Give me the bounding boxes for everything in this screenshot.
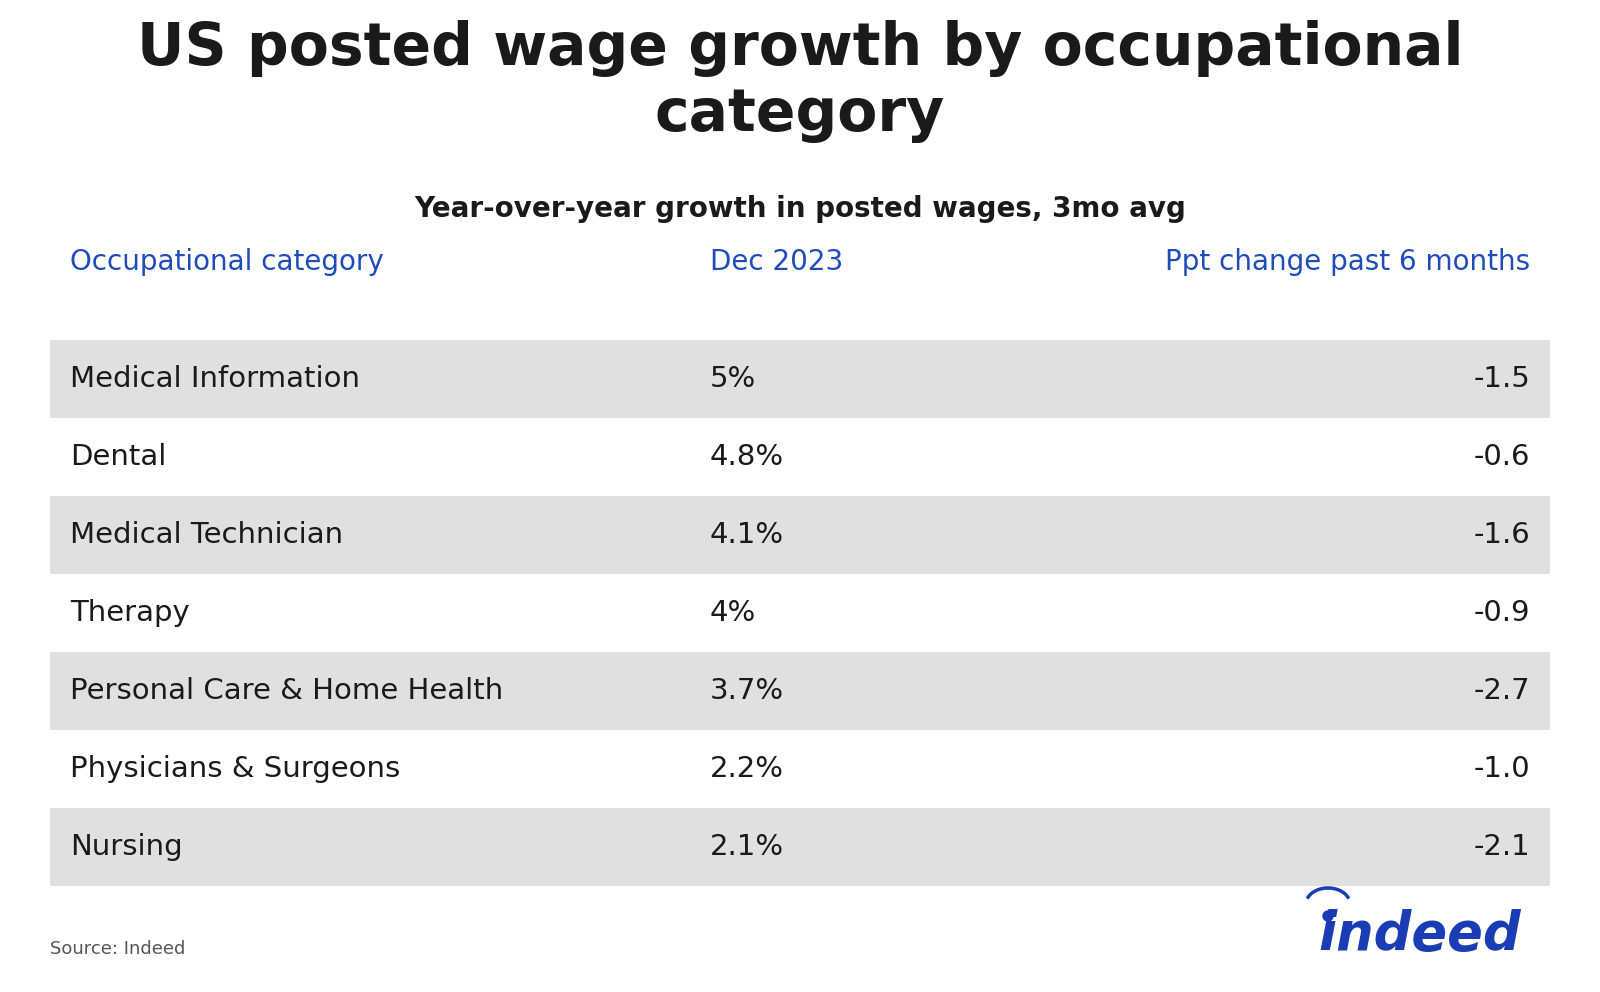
Bar: [50, 418, 1550, 496]
Bar: [50, 496, 1550, 574]
Circle shape: [1323, 911, 1333, 921]
Text: -0.9: -0.9: [1474, 599, 1530, 627]
Text: Year-over-year growth in posted wages, 3mo avg: Year-over-year growth in posted wages, 3…: [414, 195, 1186, 223]
Text: Occupational category: Occupational category: [70, 248, 384, 276]
Text: Nursing: Nursing: [70, 833, 182, 861]
Text: -2.1: -2.1: [1474, 833, 1530, 861]
Bar: [50, 730, 1550, 808]
Text: Personal Care & Home Health: Personal Care & Home Health: [70, 677, 504, 705]
Text: 2.1%: 2.1%: [710, 833, 784, 861]
Text: Physicians & Surgeons: Physicians & Surgeons: [70, 755, 400, 783]
Text: Medical Information: Medical Information: [70, 365, 360, 393]
Text: Source: Indeed: Source: Indeed: [50, 940, 186, 958]
Text: Dec 2023: Dec 2023: [710, 248, 843, 276]
Bar: [50, 340, 1550, 418]
Text: indeed: indeed: [1318, 909, 1522, 961]
Text: 4.1%: 4.1%: [710, 521, 784, 549]
Text: 2.2%: 2.2%: [710, 755, 784, 783]
Text: -2.7: -2.7: [1474, 677, 1530, 705]
Text: -1.0: -1.0: [1474, 755, 1530, 783]
Text: 3.7%: 3.7%: [710, 677, 784, 705]
Text: -1.5: -1.5: [1474, 365, 1530, 393]
Text: US posted wage growth by occupational
category: US posted wage growth by occupational ca…: [136, 20, 1464, 143]
Text: 4.8%: 4.8%: [710, 443, 784, 471]
Bar: [50, 652, 1550, 730]
Text: Medical Technician: Medical Technician: [70, 521, 342, 549]
Bar: [50, 574, 1550, 652]
Text: -0.6: -0.6: [1474, 443, 1530, 471]
Text: -1.6: -1.6: [1474, 521, 1530, 549]
Text: 4%: 4%: [710, 599, 757, 627]
Text: Therapy: Therapy: [70, 599, 190, 627]
Text: Dental: Dental: [70, 443, 166, 471]
Text: 5%: 5%: [710, 365, 757, 393]
Bar: [50, 808, 1550, 886]
Text: Ppt change past 6 months: Ppt change past 6 months: [1165, 248, 1530, 276]
